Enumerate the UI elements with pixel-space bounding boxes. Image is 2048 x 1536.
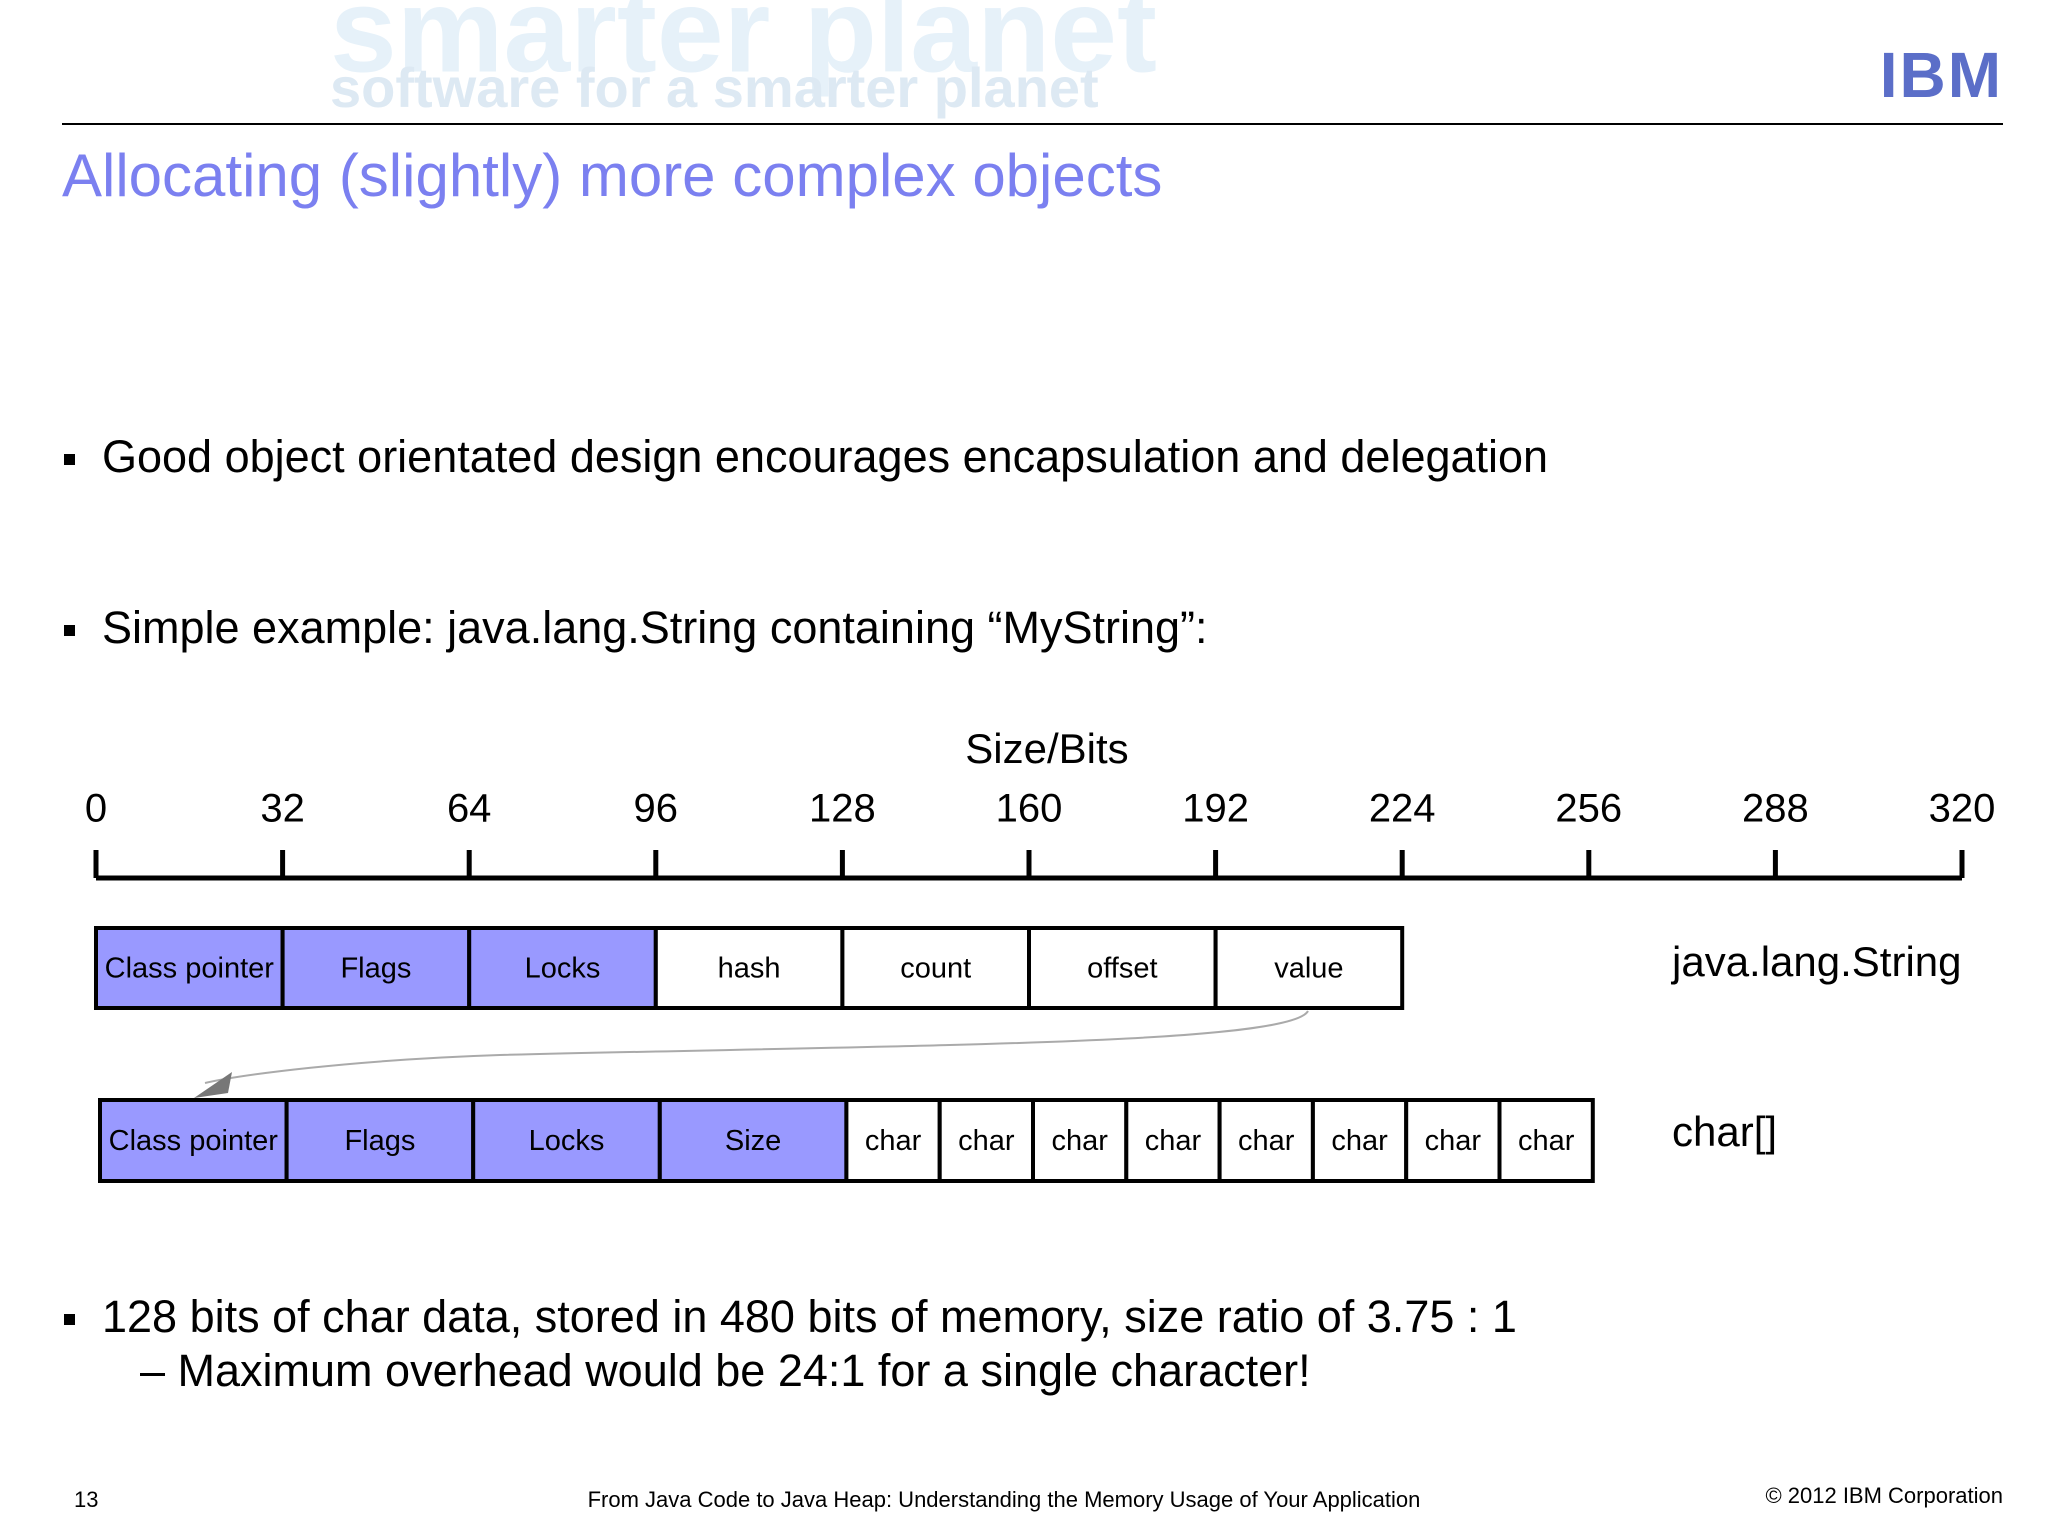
field-box	[840, 926, 1032, 1010]
slide-title: Allocating (slightly) more complex objec…	[62, 142, 1162, 209]
field-label: value	[1274, 953, 1343, 985]
tick-label: 256	[1555, 787, 1622, 831]
field-label: char	[865, 1125, 922, 1157]
bullet-text: 128 bits of char data, stored in 480 bit…	[102, 1291, 1517, 1342]
field-box	[1497, 1098, 1595, 1183]
bullet	[64, 1314, 75, 1325]
field-label: char	[958, 1125, 1015, 1157]
bullet	[64, 625, 75, 636]
field-box	[1124, 1098, 1222, 1183]
axis-label: Size/Bits	[965, 725, 1128, 772]
bullet-text: Good object orientated design encourages…	[102, 431, 1548, 482]
field-label: Locks	[525, 953, 601, 985]
field-label: char	[1238, 1125, 1295, 1157]
logo: IBM	[1880, 39, 2003, 111]
tick-label: 192	[1182, 787, 1249, 831]
field-label: char	[1518, 1125, 1575, 1157]
field-box	[280, 926, 472, 1010]
tick-label: 32	[260, 787, 305, 831]
watermark: software for a smarter planet	[330, 56, 1099, 119]
watermark: smarter planet	[330, 0, 1157, 98]
row-label: char[]	[1672, 1108, 1777, 1155]
pointer-arrow	[204, 1010, 1309, 1084]
tick-label: 224	[1369, 787, 1436, 831]
tick-label: 96	[634, 787, 679, 831]
field-label: Class pointer	[109, 1125, 279, 1157]
tick-label: 64	[447, 787, 492, 831]
field-box	[1213, 926, 1405, 1010]
copyright: © 2012 IBM Corporation	[1765, 1483, 2003, 1508]
field-label: char	[1425, 1125, 1482, 1157]
field-box	[98, 1098, 289, 1183]
field-label: Locks	[529, 1125, 605, 1157]
tick-label: 128	[809, 787, 876, 831]
field-box	[471, 1098, 662, 1183]
footer-source: From Java Code to Java Heap: Understandi…	[588, 1487, 1421, 1512]
field-box	[467, 926, 658, 1010]
bullet	[64, 454, 75, 465]
field-box	[1031, 1098, 1129, 1183]
field-box	[1404, 1098, 1502, 1183]
field-box	[657, 1098, 849, 1183]
tick-label: 160	[996, 787, 1063, 831]
bullet-text: Simple example: java.lang.String contain…	[102, 602, 1208, 653]
field-box	[1217, 1098, 1315, 1183]
field-label: Size	[725, 1125, 781, 1157]
field-label: char	[1051, 1125, 1108, 1157]
field-label: char	[1145, 1125, 1202, 1157]
field-label: Flags	[340, 953, 411, 985]
field-box	[937, 1098, 1036, 1183]
field-label: Flags	[344, 1125, 415, 1157]
tick-label: 288	[1742, 787, 1809, 831]
field-label: Class pointer	[105, 953, 275, 985]
field-box	[844, 1098, 942, 1183]
field-label: hash	[718, 953, 781, 985]
field-label: char	[1331, 1125, 1388, 1157]
sub-bullet-text: – Maximum overhead would be 24:1 for a s…	[140, 1345, 1311, 1396]
arrow-head	[194, 1072, 232, 1098]
tick-label: 320	[1929, 787, 1996, 831]
row-label: java.lang.String	[1670, 938, 1962, 985]
field-box	[284, 1098, 476, 1183]
field-label: offset	[1087, 953, 1157, 985]
page-number: 13	[74, 1487, 98, 1512]
field-label: count	[900, 953, 971, 985]
field-box	[94, 926, 285, 1010]
tick-label: 0	[85, 787, 107, 831]
